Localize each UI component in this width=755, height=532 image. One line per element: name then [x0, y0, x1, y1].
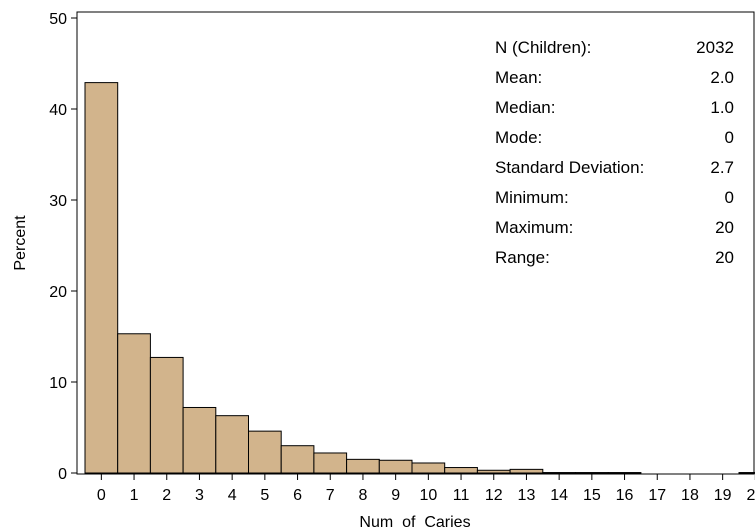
x-tick-label: 14 — [550, 487, 568, 504]
x-tick-label: 2 — [162, 487, 171, 504]
stat-label: Minimum: — [495, 188, 569, 207]
stat-label: Median: — [495, 98, 555, 117]
x-tick-label: 18 — [681, 487, 699, 504]
y-tick-label: 0 — [58, 466, 67, 483]
bar-3 — [182, 406, 217, 474]
x-tick-label: 15 — [583, 487, 601, 504]
stat-value: 20 — [715, 248, 734, 267]
bar-6 — [280, 445, 315, 474]
x-tick-label: 0 — [97, 487, 106, 504]
stat-value: 0 — [725, 188, 734, 207]
stat-label: Maximum: — [495, 218, 573, 237]
bar-7 — [313, 452, 348, 474]
stat-label: Mean: — [495, 68, 542, 87]
bar-10 — [411, 462, 446, 474]
bar-14 — [542, 472, 576, 474]
bar-20 — [738, 472, 755, 474]
bar-2 — [149, 356, 184, 474]
x-tick-label: 17 — [648, 487, 666, 504]
x-tick-label: 19 — [714, 487, 732, 504]
stat-value: 1.0 — [710, 98, 734, 117]
stat-label: Standard Deviation: — [495, 158, 644, 177]
bar-15 — [575, 472, 609, 474]
stat-label: Range: — [495, 248, 550, 267]
bar-4 — [215, 415, 250, 474]
y-axis-title: Percent — [12, 215, 29, 271]
y-tick-label: 40 — [49, 102, 67, 119]
x-tick-label: 10 — [419, 487, 437, 504]
x-tick-label: 12 — [485, 487, 503, 504]
x-axis-title: Num of Caries — [359, 514, 470, 531]
bar-13 — [509, 468, 544, 474]
y-tick-label: 10 — [49, 375, 67, 392]
plot-frame — [76, 11, 755, 475]
stat-value: 20 — [715, 218, 734, 237]
x-tick-label: 7 — [326, 487, 335, 504]
y-tick-label: 50 — [49, 11, 67, 28]
x-tick-label: 1 — [130, 487, 139, 504]
bar-8 — [346, 458, 380, 474]
bars-group — [84, 82, 755, 474]
stat-value: 2.7 — [710, 158, 734, 177]
bar-5 — [248, 430, 282, 474]
stat-value: 0 — [725, 128, 734, 147]
y-axis: 0 10 20 30 40 50 — [49, 11, 77, 483]
x-tick-label: 16 — [616, 487, 634, 504]
stat-value: 2032 — [696, 38, 734, 57]
x-tick-label: 13 — [518, 487, 536, 504]
x-tick-label: 11 — [453, 487, 470, 504]
stat-label: Mode: — [495, 128, 542, 147]
y-tick-label: 20 — [49, 284, 67, 301]
x-tick-label: 20 — [746, 487, 755, 504]
x-tick-label: 3 — [195, 487, 204, 504]
bar-11 — [444, 467, 478, 474]
bar-16 — [607, 472, 642, 474]
bar-1 — [117, 333, 151, 474]
x-tick-label: 6 — [293, 487, 302, 504]
bar-12 — [476, 469, 511, 474]
x-tick-label: 8 — [358, 487, 367, 504]
y-tick-label: 30 — [49, 193, 67, 210]
x-tick-label: 5 — [260, 487, 269, 504]
x-tick-label: 4 — [228, 487, 237, 504]
stats-box: N (Children): 2032 Mean: 2.0 Median: 1.0 Mode:… — [495, 38, 734, 267]
stat-value: 2.0 — [710, 68, 734, 87]
stat-label: N (Children): — [495, 38, 591, 57]
x-axis: 01234567891011121314151617181920 — [97, 474, 755, 504]
bar-0 — [84, 82, 119, 474]
x-tick-label: 9 — [391, 487, 400, 504]
bar-9 — [378, 459, 413, 474]
